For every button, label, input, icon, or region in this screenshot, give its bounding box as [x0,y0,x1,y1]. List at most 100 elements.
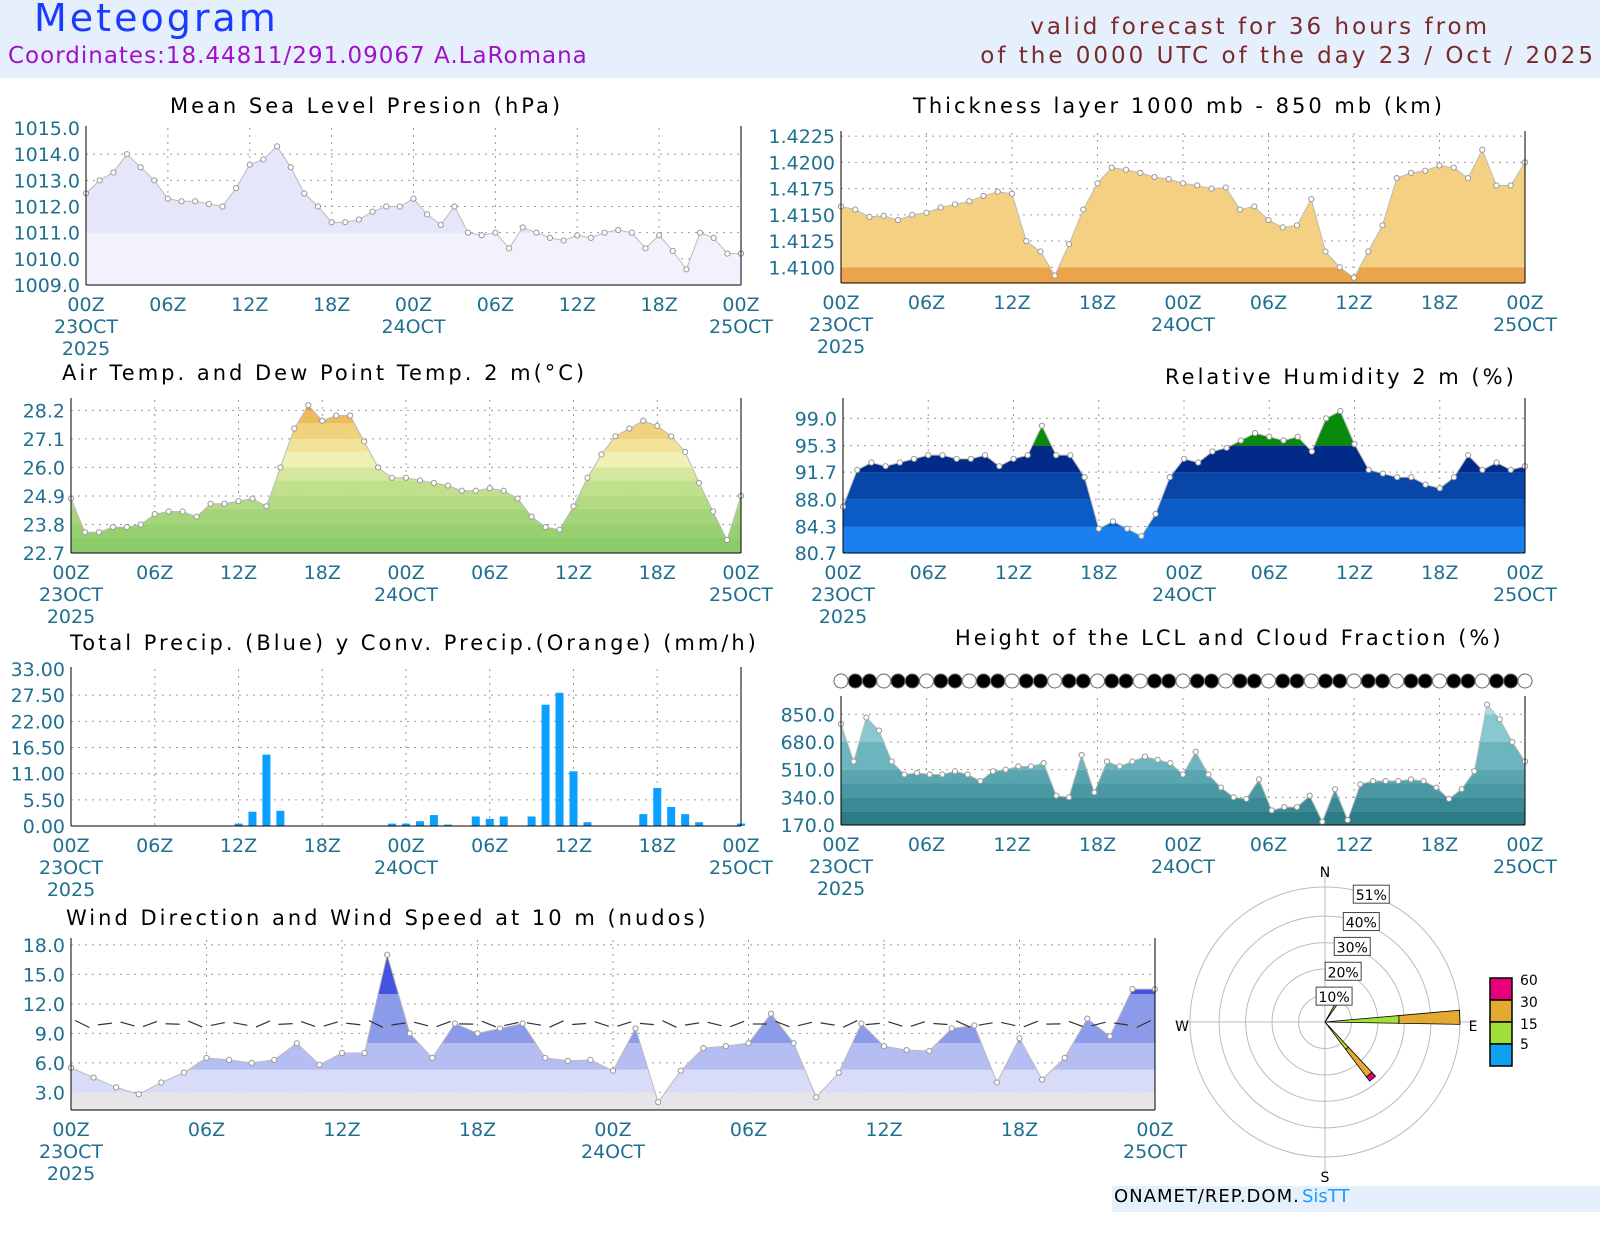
cloud-fraction-symbol [1432,673,1447,689]
lcl-point [1243,795,1250,803]
temperature-point [95,529,103,536]
humidity-x-tick-label: 00Z [824,562,861,584]
legend-label: 5 [1520,1037,1529,1053]
lcl-band [841,714,1525,742]
humidity-point [1124,525,1131,532]
thickness-point [866,213,873,221]
rose-petal [1398,1009,1461,1025]
wind-barb [572,1022,587,1026]
precipitation-y-tick-label: 0.00 [23,816,65,838]
wind-barb [368,1020,384,1028]
temperature-point [388,474,396,481]
thickness-title: Thickness layer 1000 mb - 850 mb (km) [913,94,1445,118]
cloud-fraction-symbol [1517,673,1533,689]
temperature-point [151,511,158,518]
humidity-x-date-label: 23OCT [811,584,875,606]
temperature-point [291,425,298,432]
precip-bar [485,818,494,826]
humidity-point [1436,485,1443,492]
wind-point [880,1043,888,1050]
humidity-point [925,452,932,459]
thickness-point [894,216,902,224]
precip-bar [276,810,285,826]
lcl-band [841,704,1525,715]
wind-x-date-label: 25OCT [1123,1141,1187,1163]
humidity-point [868,459,875,466]
pressure-point [178,198,185,205]
wind-barb [617,1021,632,1027]
thickness-point [1151,173,1158,181]
cloud-fraction-symbol [1104,673,1120,689]
temperature-point [458,487,465,494]
lcl-point [1230,794,1237,801]
lcl-point [1483,701,1491,708]
temperature-point [696,479,703,487]
wind-barb [955,1020,971,1028]
pressure-point [383,203,390,210]
pressure-point [328,219,335,226]
thickness-point [1108,164,1115,171]
cloud-fraction-symbol [1489,673,1504,689]
humidity-x-date-label: 24OCT [1152,584,1216,606]
lcl-x-tick-label: 12Z [1335,834,1372,856]
thickness-chart [837,131,1529,284]
pressure-point [505,245,513,252]
thickness-point [951,201,959,208]
temperature-x-tick-label: 06Z [471,562,508,584]
cloud-fraction-symbol [1018,673,1034,689]
cloud-fraction-symbol [990,673,1006,689]
wind-barb [1001,1021,1016,1027]
legend-label: 60 [1520,973,1538,989]
precipitation-x-date-label: 24OCT [374,857,438,879]
wind-barb [187,1020,203,1028]
thickness-x-tick-label: 06Z [908,292,945,314]
cloud-fraction-symbol [1318,673,1333,689]
wind-barb [1091,1021,1106,1027]
cloud-fraction-symbol [1417,673,1433,689]
thickness-point [1065,241,1073,248]
humidity-point [1251,430,1259,437]
lcl-x-tick-label: 12Z [993,834,1030,856]
wind-point [745,1040,752,1047]
wind-band [71,1043,1155,1070]
precipitation-x-tick-label: 00Z [387,835,424,857]
wind-band [71,1092,1155,1110]
wind-barb [820,1022,835,1026]
wind-point [722,1043,730,1050]
temperature-x-date-label: 24OCT [374,584,438,606]
thickness-point [1222,184,1229,191]
temperature-band [71,451,741,468]
wind-barb [75,1019,90,1029]
temperature-point [542,523,549,531]
precip-bar [639,814,648,826]
pressure-x-date-label: 25OCT [709,316,773,338]
lcl-point [951,768,959,775]
precipitation-x-date-label: 25OCT [709,857,773,879]
cloud-fraction-symbol [1132,673,1148,689]
temperature-point [347,412,354,419]
lcl-point [939,771,946,778]
thickness-point [937,204,944,211]
precip-bar [471,816,480,826]
temperature-point [81,529,89,536]
pressure-band [86,232,741,285]
precip-bar [667,806,676,826]
wind-barb [346,1022,361,1026]
lcl-point [1154,756,1161,763]
lcl-point [888,758,895,765]
wind-barb [775,1020,790,1028]
rose-ring-label-box [1324,961,1362,981]
temperature-point [723,536,731,544]
wind-barb [797,1021,813,1027]
lcl-y-tick-label: 680.0 [781,732,835,754]
wind-barb [684,1022,700,1026]
temperature-point [598,451,605,458]
temperature-band [71,537,741,553]
wind-point [384,951,391,958]
humidity-point [1365,466,1372,473]
thickness-x-date-label: 25OCT [1493,314,1557,336]
wind-barb [300,1021,316,1027]
wind-barb [865,1022,880,1026]
humidity-point [882,463,889,470]
precipitation-x-tick-label: 06Z [136,835,173,857]
